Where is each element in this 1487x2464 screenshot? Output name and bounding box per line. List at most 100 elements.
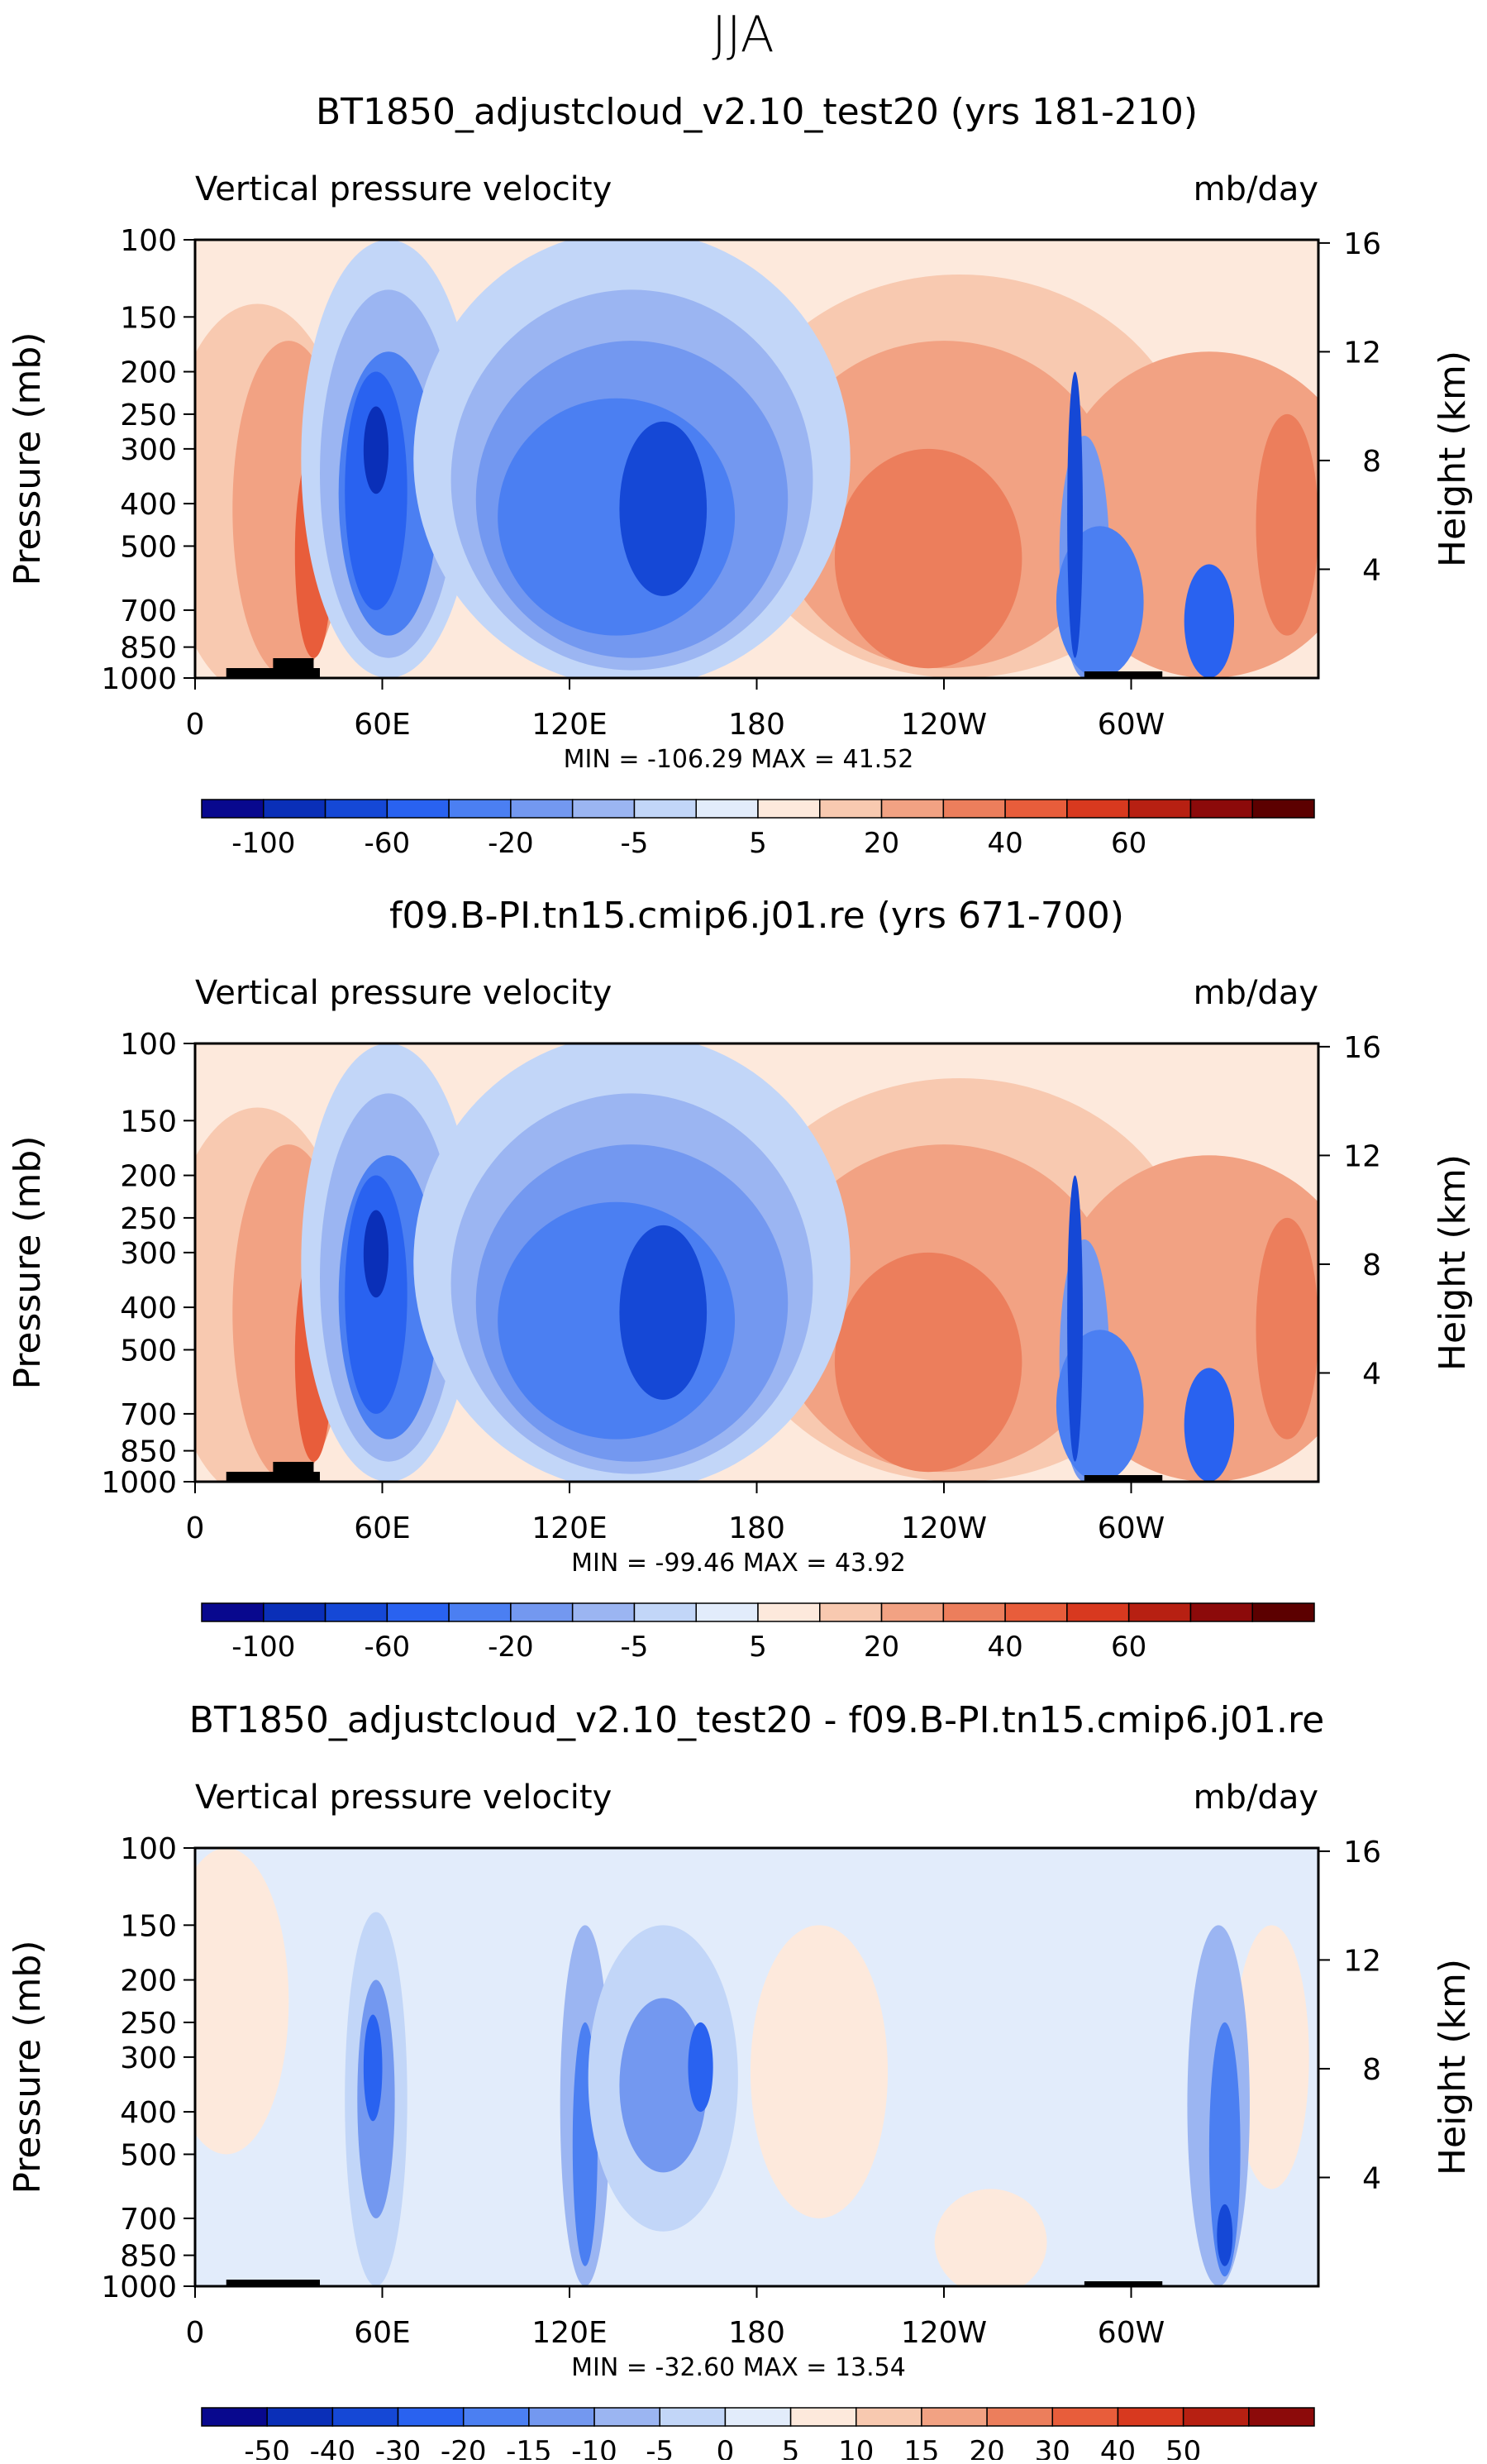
y-tick-label: 300 — [120, 433, 177, 467]
y-tick-label: 100 — [120, 224, 177, 258]
y2-tick-label: 8 — [1362, 2053, 1381, 2087]
x-tick-label: 60W — [1098, 2316, 1165, 2350]
y-tick-label: 250 — [120, 1202, 177, 1236]
contour-region — [619, 421, 708, 596]
colorbar-label: 0 — [717, 2435, 735, 2460]
y-tick-label: 1000 — [101, 1466, 177, 1500]
contour-region — [619, 1225, 708, 1400]
contour-region — [1184, 1368, 1235, 1482]
colorbar-swatch — [201, 1602, 265, 1622]
y-tick-label: 1000 — [101, 2271, 177, 2304]
colorbar-swatch — [724, 2407, 792, 2427]
y-tick-label: 400 — [120, 488, 177, 522]
min-max-stats: MIN = -32.60 MAX = 13.54 — [571, 2353, 906, 2382]
colorbar-label: -5 — [646, 2435, 674, 2460]
colorbar-swatch — [1004, 799, 1068, 819]
x-tick-label: 60W — [1098, 1511, 1165, 1545]
y-tick-label: 100 — [120, 1832, 177, 1866]
colorbar-swatch — [757, 799, 821, 819]
colorbar-swatch — [324, 1602, 388, 1622]
colorbar-swatch — [1051, 2407, 1119, 2427]
contour-field — [195, 240, 1318, 678]
y-tick-label: 150 — [120, 1105, 177, 1139]
colorbar-label: 10 — [838, 2435, 874, 2460]
contour-region — [1067, 1175, 1083, 1462]
variable-label: Vertical pressure velocity — [195, 170, 612, 208]
colorbar-swatch — [448, 1602, 512, 1622]
y2-tick-label: 16 — [1343, 227, 1381, 261]
y2-tick-label: 16 — [1343, 1836, 1381, 1869]
contour-region — [750, 1925, 889, 2218]
x-tick-label: 0 — [186, 1511, 205, 1545]
topography — [226, 2280, 320, 2286]
colorbar-swatch — [633, 799, 697, 819]
colorbar-swatch — [757, 1602, 821, 1622]
panel-title: f09.B-PI.tn15.cmip6.j01.re (yrs 671-700) — [389, 895, 1124, 937]
y-tick-label: 250 — [120, 2007, 177, 2041]
colorbar-swatch — [1189, 799, 1253, 819]
min-max-stats: MIN = -106.29 MAX = 41.52 — [564, 745, 914, 774]
y2-tick-label: 4 — [1362, 1357, 1381, 1391]
y-axis-title: Pressure (mb) — [7, 332, 49, 586]
colorbar-label: 5 — [749, 1631, 767, 1664]
colorbar-swatch — [942, 799, 1006, 819]
colorbar-swatch — [331, 2407, 399, 2427]
x-tick-label: 60E — [354, 708, 411, 742]
y2-tick-label: 12 — [1343, 1139, 1381, 1173]
colorbar-label: 30 — [1035, 2435, 1070, 2460]
colorbar-swatch — [789, 2407, 857, 2427]
y2-tick-label: 8 — [1362, 445, 1381, 479]
colorbar-swatch — [1248, 2407, 1315, 2427]
colorbar-label: -50 — [244, 2435, 290, 2460]
panel-title: BT1850_adjustcloud_v2.10_test20 - f09.B-… — [189, 1699, 1324, 1741]
x-tick-label: 120W — [901, 2316, 987, 2350]
colorbar-swatch — [942, 1602, 1006, 1622]
contour-region — [363, 406, 389, 494]
x-tick-label: 120W — [901, 1511, 987, 1545]
y2-axis-title: Height (km) — [1432, 1154, 1474, 1371]
contour-region — [195, 1848, 289, 2155]
colorbar-label: 50 — [1165, 2435, 1201, 2460]
x-tick-label: 180 — [728, 708, 785, 742]
colorbar-label: 20 — [969, 2435, 1004, 2460]
colorbar-label: 40 — [1100, 2435, 1136, 2460]
colorbar-label: -20 — [488, 827, 534, 860]
panel-title: BT1850_adjustcloud_v2.10_test20 (yrs 181… — [316, 91, 1198, 133]
y-axis-title: Pressure (mb) — [7, 1136, 49, 1390]
colorbar-swatch — [1004, 1602, 1068, 1622]
colorbar-label: 5 — [749, 827, 767, 860]
colorbar-label: 40 — [987, 827, 1022, 860]
colorbar-label: -30 — [375, 2435, 422, 2460]
colorbar-label: 40 — [987, 1631, 1022, 1664]
y-tick-label: 250 — [120, 399, 177, 432]
y-tick-label: 400 — [120, 2096, 177, 2130]
contour-region — [834, 1252, 1022, 1473]
colorbar-swatch — [1251, 799, 1315, 819]
y-tick-label: 400 — [120, 1292, 177, 1325]
x-tick-label: 120W — [901, 708, 987, 742]
units-label: mb/day — [1194, 974, 1318, 1012]
colorbar-swatch — [1066, 1602, 1130, 1622]
y-tick-label: 500 — [120, 2138, 177, 2172]
colorbar-swatch — [201, 2407, 268, 2427]
colorbar-swatch — [695, 799, 759, 819]
colorbar-swatch — [510, 799, 574, 819]
contour-region — [619, 1998, 708, 2173]
panel-3: BT1850_adjustcloud_v2.10_test20 - f09.B-… — [7, 1699, 1474, 2464]
colorbar-swatch — [880, 1602, 945, 1622]
topography — [1084, 1475, 1163, 1482]
y-tick-label: 300 — [120, 2041, 177, 2075]
x-tick-label: 60E — [354, 1511, 411, 1545]
y-tick-label: 500 — [120, 530, 177, 564]
colorbar-swatch — [386, 799, 450, 819]
y-tick-label: 700 — [120, 595, 177, 628]
colorbar-swatch — [528, 2407, 595, 2427]
colorbar-swatch — [633, 1602, 697, 1622]
contour-region — [688, 2022, 713, 2113]
colorbar-swatch — [1127, 799, 1192, 819]
colorbar-label: 60 — [1111, 1631, 1146, 1664]
panel-1: BT1850_adjustcloud_v2.10_test20 (yrs 181… — [7, 91, 1474, 860]
colorbar-swatch — [386, 1602, 450, 1622]
y-tick-label: 500 — [120, 1334, 177, 1368]
y2-tick-label: 12 — [1343, 1944, 1381, 1978]
